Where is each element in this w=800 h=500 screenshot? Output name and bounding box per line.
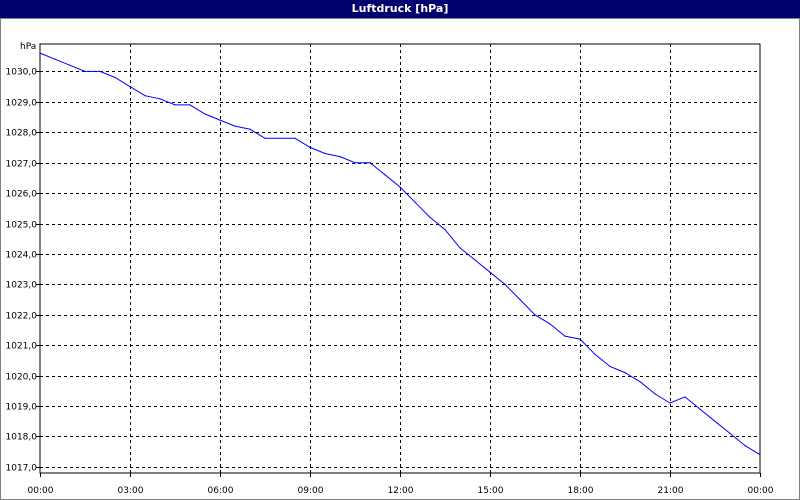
y-tick-label: 1018,0 xyxy=(6,433,38,443)
x-tick-time-label: 09:00 xyxy=(298,486,324,496)
data-point xyxy=(414,201,416,203)
data-point xyxy=(174,104,176,106)
data-point xyxy=(684,396,686,398)
y-tick-label: 1022,0 xyxy=(6,312,38,322)
axis-labels: 1017,0 1018,0 1019,0 1020,0 1021,0 1022,0 1023… xyxy=(6,68,774,497)
data-point xyxy=(519,299,521,301)
plot-area-border xyxy=(39,43,761,474)
y-tick-label: 1029,0 xyxy=(6,99,38,109)
data-point xyxy=(114,76,116,79)
data-point xyxy=(594,353,596,355)
data-point xyxy=(729,432,731,434)
data-point xyxy=(219,119,221,121)
data-point xyxy=(99,70,101,72)
data-point xyxy=(714,420,716,422)
data-point xyxy=(309,146,311,148)
data-point xyxy=(624,372,626,374)
x-tick-time-label: 21:00 xyxy=(658,486,684,496)
x-tick-time-label: 18:00 xyxy=(568,486,594,496)
data-point xyxy=(609,365,611,368)
data-point xyxy=(354,162,356,164)
data-point xyxy=(54,58,56,60)
y-tick-label: 1020,0 xyxy=(6,373,38,383)
data-point xyxy=(459,247,461,249)
data-point xyxy=(129,86,131,88)
data-point xyxy=(564,335,566,337)
y-tick-label: 1030,0 xyxy=(6,68,38,78)
y-axis-label: hPa xyxy=(20,42,36,52)
x-tick-time-label: 00:00 xyxy=(748,486,774,496)
data-point xyxy=(189,104,191,106)
data-point xyxy=(474,259,476,261)
y-tick-label: 1023,0 xyxy=(6,281,38,291)
x-tick-time-label: 00:00 xyxy=(28,486,54,496)
data-point xyxy=(159,98,161,100)
data-point xyxy=(654,393,656,395)
data-point xyxy=(39,52,41,54)
y-tick-label: 1028,0 xyxy=(6,129,38,139)
y-tick-label: 1026,0 xyxy=(6,190,38,200)
data-point xyxy=(759,454,761,456)
x-tick-time-label: 03:00 xyxy=(118,486,144,496)
data-point xyxy=(429,216,431,218)
y-tick-label: 1024,0 xyxy=(6,251,38,261)
data-point xyxy=(339,156,341,158)
data-point xyxy=(639,381,641,383)
data-point xyxy=(384,174,386,176)
data-point xyxy=(324,152,326,155)
data-point xyxy=(279,137,281,139)
x-tick-time-label: 15:00 xyxy=(478,486,504,496)
x-tick-time-label: 12:00 xyxy=(388,486,414,496)
y-tick-label: 1019,0 xyxy=(6,403,38,413)
data-point xyxy=(369,162,371,164)
y-tick-label: 1017,0 xyxy=(6,464,38,474)
chart-title: Luftdruck [hPa] xyxy=(0,0,800,18)
data-point xyxy=(249,128,251,130)
y-tick-label: 1027,0 xyxy=(6,160,38,170)
data-point xyxy=(264,137,266,139)
data-point xyxy=(144,95,146,97)
grid xyxy=(36,44,761,477)
data-point xyxy=(444,229,446,231)
y-tick-label: 1025,0 xyxy=(6,221,38,231)
data-point xyxy=(549,323,551,325)
y-tick-label: 1021,0 xyxy=(6,342,38,352)
data-point xyxy=(489,271,491,273)
data-point xyxy=(504,283,506,285)
data-point xyxy=(204,113,206,115)
pressure-chart: hPa 1017,0 1018,0 1019,0 1020,0 1021,0 1022,0… xyxy=(0,18,800,500)
data-point xyxy=(234,125,236,127)
data-point xyxy=(399,186,401,188)
data-point xyxy=(69,64,71,66)
data-point xyxy=(744,445,746,447)
data-point xyxy=(669,402,671,404)
series xyxy=(39,52,761,456)
data-point xyxy=(534,314,536,316)
data-point xyxy=(84,70,86,72)
x-tick-time-label: 06:00 xyxy=(208,486,234,496)
data-point xyxy=(699,408,701,410)
data-point xyxy=(579,338,581,340)
chart-frame xyxy=(0,18,800,500)
data-point xyxy=(294,137,296,139)
